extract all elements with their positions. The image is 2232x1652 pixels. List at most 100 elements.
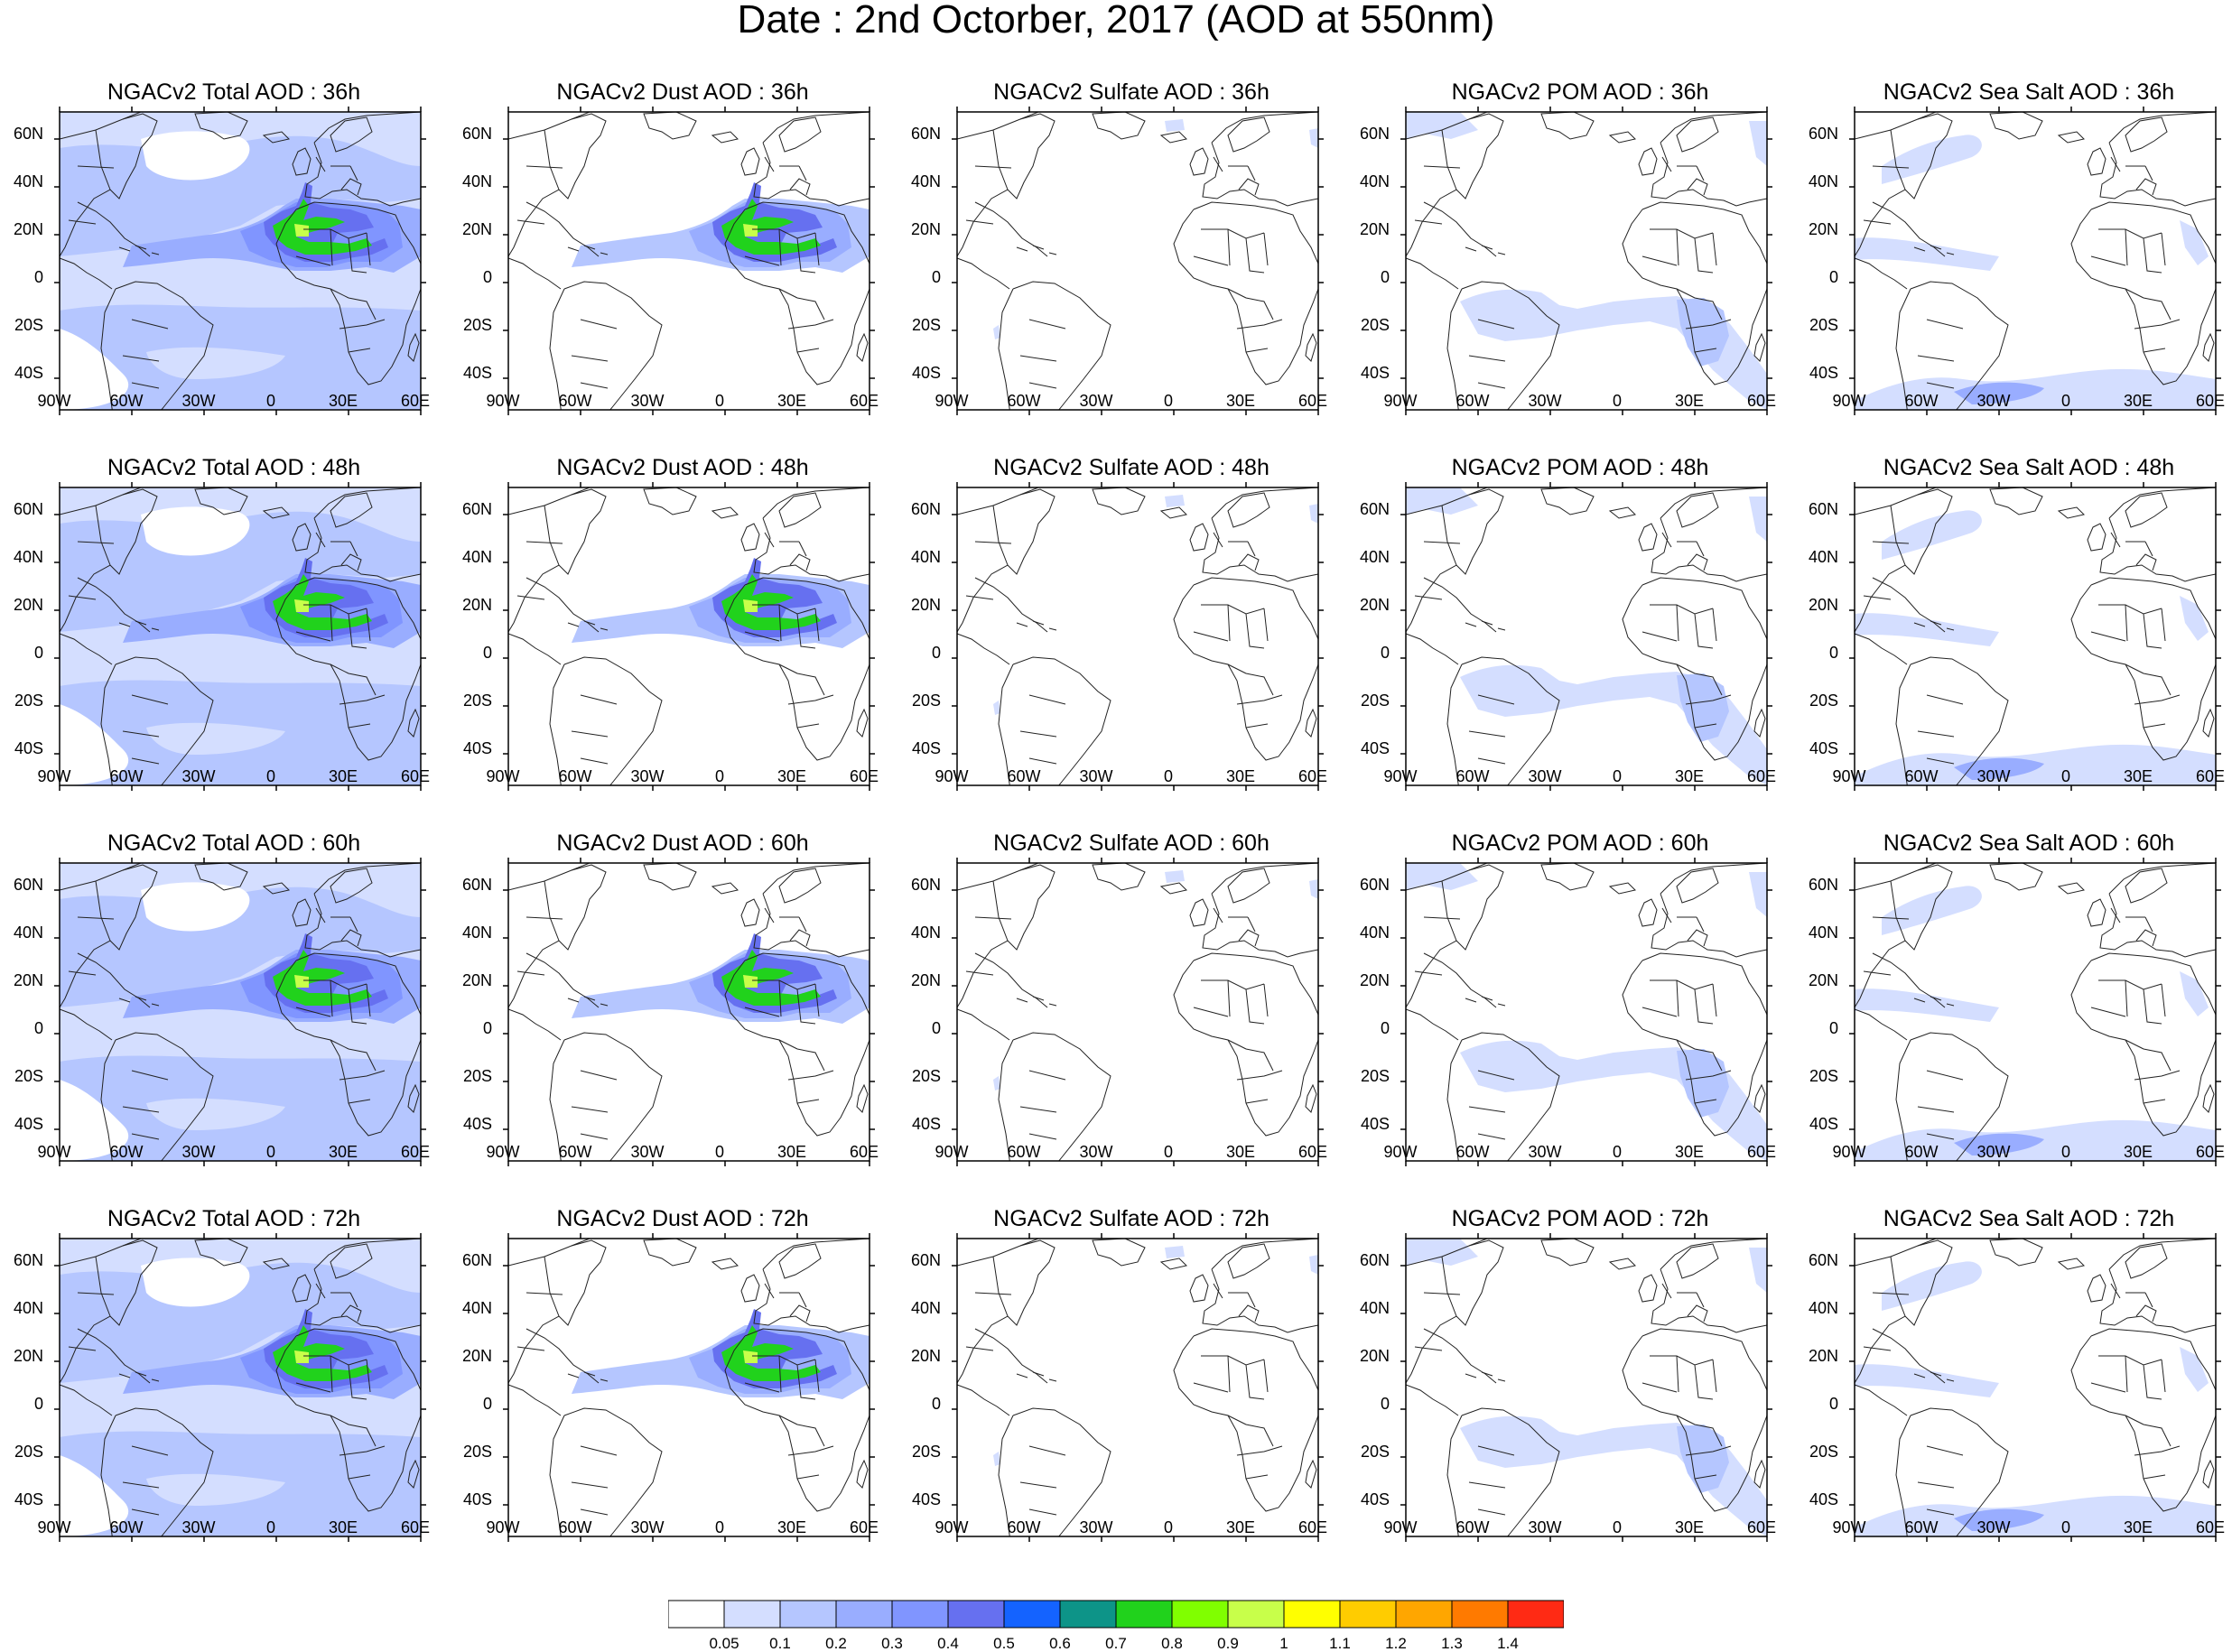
map-area bbox=[1400, 1233, 1772, 1546]
lon-label: 30W bbox=[1528, 1518, 1562, 1536]
lon-label: 30W bbox=[1976, 767, 2011, 785]
map-frame bbox=[1405, 862, 1768, 1162]
lon-label: 60E bbox=[1297, 1143, 1328, 1161]
lon-label: 30W bbox=[1079, 1518, 1113, 1536]
map-frame bbox=[59, 111, 422, 411]
lat-label: 20S bbox=[1360, 1443, 1390, 1461]
lat-label: 20S bbox=[1360, 1067, 1390, 1085]
lat-label: 40S bbox=[1809, 364, 1838, 382]
lat-label: 0 bbox=[1828, 644, 1838, 662]
lat-label: 0 bbox=[482, 268, 492, 286]
lat-label: 40S bbox=[14, 1115, 43, 1133]
colorbar-swatch bbox=[1507, 1600, 1564, 1629]
lat-label: 0 bbox=[482, 1019, 492, 1037]
lat-label: 40S bbox=[462, 364, 492, 382]
lon-label: 60E bbox=[400, 1518, 431, 1536]
map-frame bbox=[59, 487, 422, 786]
lon-label: 0 bbox=[1163, 767, 1173, 785]
lon-label: 30E bbox=[2123, 392, 2153, 410]
colorbar-swatch bbox=[1339, 1600, 1397, 1629]
lon-label: 0 bbox=[714, 1518, 724, 1536]
lat-label: 20N bbox=[461, 1347, 492, 1365]
colorbar-label: 0.1 bbox=[769, 1635, 791, 1652]
panel-title: NGACv2 Sea Salt AOD : 60h bbox=[1883, 831, 2175, 856]
lat-label: 20S bbox=[14, 1443, 43, 1461]
map-frame bbox=[1854, 111, 2217, 411]
lon-label: 30E bbox=[328, 767, 358, 785]
lat-label: 20S bbox=[14, 316, 43, 334]
lon-label: 60E bbox=[2195, 392, 2226, 410]
lat-label: 40N bbox=[13, 172, 43, 190]
lon-label: 60E bbox=[2195, 767, 2226, 785]
panel-title: NGACv2 POM AOD : 48h bbox=[1451, 455, 1709, 480]
colorbar-swatch bbox=[723, 1600, 781, 1629]
lat-label: 20S bbox=[462, 691, 492, 710]
lat-label: 20S bbox=[1360, 691, 1390, 710]
lon-label: 30E bbox=[2123, 1518, 2153, 1536]
lat-label: 60N bbox=[13, 125, 43, 143]
lon-label: 0 bbox=[1612, 392, 1622, 410]
map-frame bbox=[1405, 111, 1768, 411]
map-panel-seasalt-60h: NGACv2 Sea Salt AOD : 60h 60N 40N 20N 0 20S 4… bbox=[1802, 831, 2232, 1196]
lat-label: 20N bbox=[1808, 596, 1838, 614]
aod-field bbox=[54, 858, 426, 1166]
lat-label: 60N bbox=[461, 500, 492, 518]
lon-label: 30E bbox=[1225, 392, 1256, 410]
lat-label: 40N bbox=[13, 1299, 43, 1317]
lon-label: 30E bbox=[328, 392, 358, 410]
lon-label: 90W bbox=[1383, 1143, 1418, 1161]
lat-label: 60N bbox=[1808, 876, 1838, 894]
map-panel-seasalt-48h: NGACv2 Sea Salt AOD : 48h 60N 40N 20N 0 20S 4… bbox=[1802, 455, 2232, 821]
lat-label: 40N bbox=[910, 1299, 941, 1317]
lon-label: 90W bbox=[37, 1143, 71, 1161]
map-frame bbox=[1854, 862, 2217, 1162]
panel-title: NGACv2 Sulfate AOD : 48h bbox=[993, 455, 1269, 480]
lon-label: 60E bbox=[849, 1143, 879, 1161]
lon-label: 60E bbox=[400, 392, 431, 410]
lon-label: 60W bbox=[558, 1518, 592, 1536]
lat-label: 0 bbox=[1380, 1395, 1390, 1413]
lon-label: 60W bbox=[1904, 1143, 1939, 1161]
map-frame bbox=[59, 862, 422, 1162]
map-area bbox=[1849, 107, 2221, 420]
lon-label: 0 bbox=[1612, 1518, 1622, 1536]
lat-label: 40N bbox=[461, 923, 492, 942]
map-area bbox=[503, 482, 875, 795]
map-area bbox=[1849, 858, 2221, 1171]
lon-label: 30E bbox=[777, 767, 807, 785]
lat-label: 40N bbox=[1808, 923, 1838, 942]
lon-label: 90W bbox=[486, 392, 520, 410]
lon-label: 30E bbox=[1225, 1518, 1256, 1536]
colorbar-label: 1.4 bbox=[1497, 1635, 1519, 1652]
lon-label: 60E bbox=[1297, 392, 1328, 410]
lat-label: 0 bbox=[1380, 1019, 1390, 1037]
map-area bbox=[1849, 482, 2221, 795]
map-area bbox=[503, 1233, 875, 1546]
lon-label: 30W bbox=[1976, 1143, 2011, 1161]
lon-label: 30W bbox=[630, 1143, 665, 1161]
lon-label: 30W bbox=[181, 1143, 216, 1161]
panel-title: NGACv2 POM AOD : 36h bbox=[1451, 79, 1709, 105]
lon-label: 60E bbox=[849, 767, 879, 785]
map-panel-pom-48h: NGACv2 POM AOD : 48h 60N 40N 20N 0 20S 40S 90W… bbox=[1353, 455, 1787, 821]
lon-label: 90W bbox=[486, 1518, 520, 1536]
lon-label: 0 bbox=[2060, 1143, 2070, 1161]
lon-label: 90W bbox=[935, 1518, 969, 1536]
lat-label: 40N bbox=[910, 923, 941, 942]
colorbar-label: 0.7 bbox=[1105, 1635, 1127, 1652]
lon-label: 60W bbox=[109, 1518, 144, 1536]
panel-title: NGACv2 Sulfate AOD : 60h bbox=[993, 831, 1269, 856]
lat-label: 40N bbox=[13, 923, 43, 942]
lat-label: 40N bbox=[13, 548, 43, 566]
map-frame bbox=[1405, 487, 1768, 786]
lon-label: 90W bbox=[486, 1143, 520, 1161]
map-frame bbox=[507, 862, 870, 1162]
lon-label: 30W bbox=[1528, 767, 1562, 785]
map-panel-dust-36h: NGACv2 Dust AOD : 36h 60N 40N 20N 0 20S 40S 90… bbox=[456, 79, 889, 445]
lon-label: 60W bbox=[109, 767, 144, 785]
lon-label: 60W bbox=[1455, 1143, 1490, 1161]
aod-field bbox=[1400, 1233, 1772, 1542]
lat-label: 40S bbox=[1360, 739, 1390, 757]
lat-label: 40N bbox=[910, 548, 941, 566]
lat-label: 40N bbox=[461, 1299, 492, 1317]
